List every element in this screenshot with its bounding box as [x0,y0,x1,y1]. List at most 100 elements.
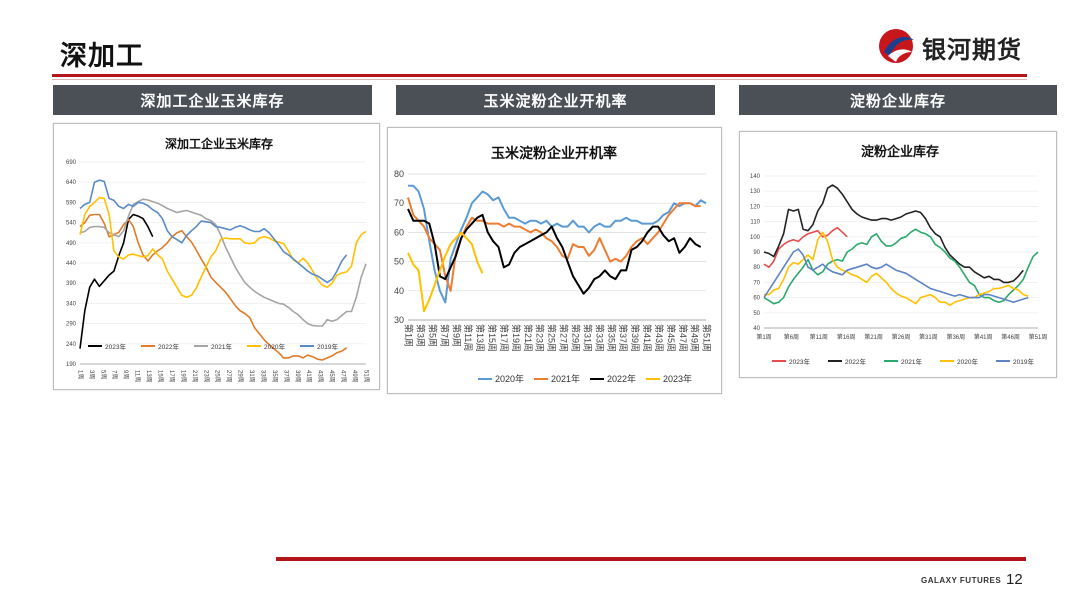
x-tick-label: 41周 [305,370,312,383]
x-tick-label: 27周 [225,370,232,383]
y-tick-label: 120 [750,204,761,210]
y-tick-label: 100 [750,235,761,241]
y-tick-label: 290 [66,322,77,328]
x-tick-label: 51周 [362,370,369,383]
x-tick-label: 第5周 [427,324,438,347]
chart-starch-operating-rate: 玉米淀粉企业开机率 30 40 50 60 70 80 第1周 第3周 第5周 第7周 第9周 第11周… [394,145,713,384]
x-tick-label: 37周 [282,370,289,383]
x-tick-label: 17周 [168,370,175,383]
x-tick-label: 3周 [88,370,95,379]
brand-name: 银河期货 [922,37,1022,64]
footer-rule [276,557,1026,561]
x-tick-label: 33周 [259,370,266,383]
legend-label: 2021年 [211,342,232,351]
x-tick-label: 第23周 [535,324,546,352]
x-tick-label: 31周 [248,370,255,383]
x-tick-label: 第7周 [439,324,450,347]
galaxy-logo-icon [879,29,914,63]
y-tick-label: 110 [750,220,760,226]
series-line [763,228,1039,305]
y-tick-label: 640 [66,180,77,186]
x-tick-label: 13周 [145,370,152,383]
x-tick-label: 第41周 [974,333,993,341]
series-line [79,213,154,349]
legend-label: 2019年 [1013,357,1034,366]
x-tick-label: 第27周 [559,324,570,352]
x-tick-label: 11周 [134,370,141,382]
x-tick-label: 25周 [214,370,221,383]
x-tick-label: 第9周 [451,324,462,347]
series-line [763,184,1024,284]
title-rule-thin [52,79,1027,80]
x-tick-label: 第29周 [571,324,582,352]
page-number: 12 [1006,571,1023,588]
x-tick-label: 第35周 [606,324,617,352]
x-tick-label: 23周 [202,370,209,383]
series-line [764,231,1029,306]
y-tick-label: 80 [753,265,760,271]
legend-label: 2022年 [158,342,179,351]
x-tick-label: 第1周 [756,333,771,341]
y-tick-label: 440 [66,261,77,267]
x-tick-label: 19周 [179,370,186,383]
legend-label: 2021年 [551,373,580,384]
chart-title: 玉米淀粉企业开机率 [491,145,617,162]
x-tick-label: 15周 [157,370,164,383]
x-tick-label: 第11周 [463,324,474,351]
x-tick-label: 第51周 [702,324,713,352]
x-tick-label: 29周 [237,370,244,383]
section-header-starch-operating-rate: 玉米淀粉企业开机率 [396,85,715,115]
legend-label: 2022年 [845,357,866,366]
y-tick-label: 240 [66,342,77,348]
series-line [408,184,707,304]
series-line [407,208,702,295]
x-tick-label: 45周 [328,370,335,383]
y-tick-label: 60 [753,296,760,302]
x-tick-label: 第16周 [837,333,856,341]
series-line [407,231,484,313]
x-tick-label: 第19周 [511,324,522,352]
series-line [763,226,848,268]
y-tick-label: 130 [750,189,761,195]
x-tick-label: 第6周 [784,333,799,341]
footer-brand: GALAXY FUTURES [921,576,1002,585]
x-tick-label: 21周 [191,370,198,383]
x-tick-label: 47周 [340,370,347,383]
legend-label: 2023年 [105,342,126,351]
x-tick-label: 第39周 [630,324,641,352]
x-tick-label: 第31周 [919,333,938,341]
x-tick-label: 第1周 [404,324,415,347]
x-tick-label: 第41周 [642,324,653,352]
y-tick-label: 140 [750,174,761,180]
x-tick-label: 49周 [351,370,358,383]
x-tick-label: 7周 [111,370,118,379]
x-tick-label: 35周 [271,370,278,383]
x-tick-label: 第46周 [1001,333,1020,341]
series-line [79,179,348,284]
x-tick-label: 第13周 [475,324,486,352]
legend-label: 2022年 [607,373,636,384]
x-tick-label: 第21周 [864,333,883,341]
legend-label: 2023年 [663,373,692,384]
x-tick-label: 第11周 [810,333,828,341]
x-tick-label: 39周 [294,370,301,383]
series-line [79,196,367,299]
x-tick-label: 第26周 [892,333,911,341]
chart-panel-starch-operating-rate: 玉米淀粉企业开机率 30 40 50 60 70 80 第1周 第3周 第5周 第7周 第9周 第11周… [387,127,722,394]
section-header-starch-inventory: 淀粉企业库存 [739,85,1057,115]
x-tick-label: 1周 [76,370,83,379]
x-tick-label: 第25周 [547,324,558,352]
page-title: 深加工 [60,41,144,71]
legend-label: 2019年 [317,342,338,351]
series-line [79,213,348,361]
chart-title: 淀粉企业库存 [861,144,939,159]
y-tick-label: 40 [753,326,760,332]
y-tick-label: 340 [66,301,77,307]
y-tick-label: 30 [394,315,404,325]
legend-label: 2023年 [789,357,810,366]
chart-panel-starch-inventory: 淀粉企业库存 40 50 60 70 80 90 100 110 120 130 140 第1周 第6周 第… [739,131,1057,378]
x-tick-label: 第15周 [487,324,498,352]
y-tick-label: 590 [66,200,77,206]
x-tick-label: 5周 [99,370,106,379]
chart-deep-processing-inventory: 深加工企业玉米库存 190 240 290 340 390 440 490 540 590 640 6… [66,136,369,383]
